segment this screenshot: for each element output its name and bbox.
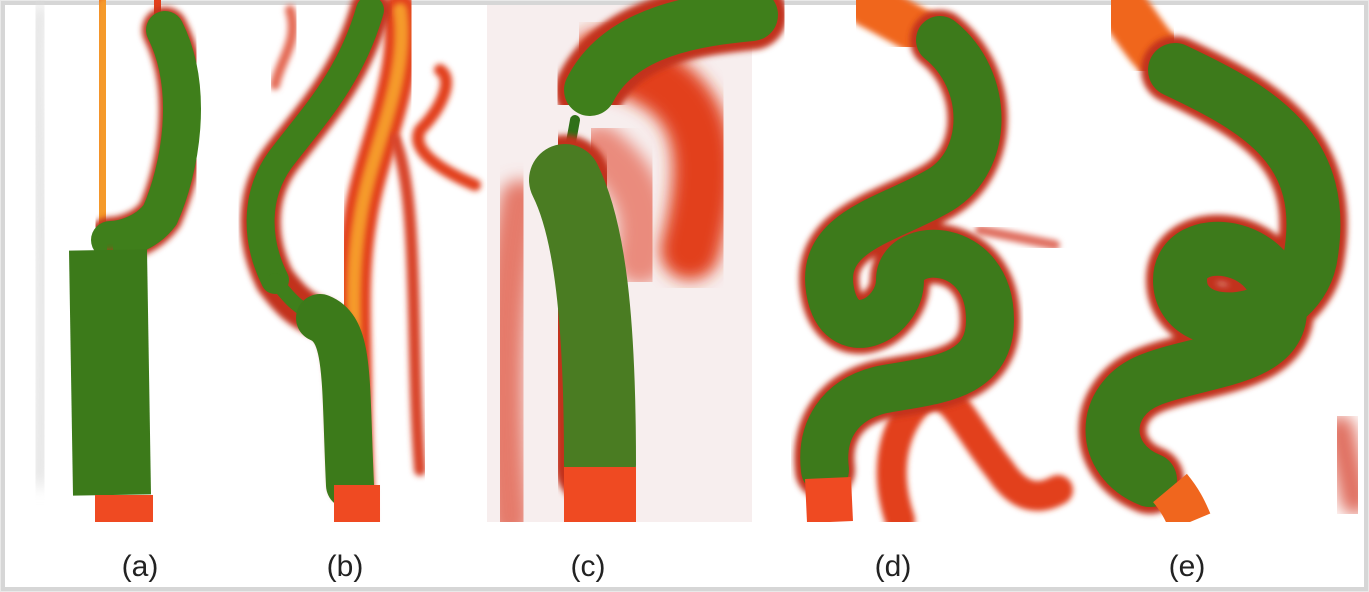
- panel-label: (c): [571, 550, 606, 583]
- panel-c-image: [487, 5, 752, 522]
- panel-label: (b): [327, 550, 364, 583]
- panel-label: (d): [875, 550, 912, 583]
- panel-label: (e): [1169, 550, 1206, 583]
- caption-band: [5, 522, 1364, 586]
- page: {"figure": {"panels": [ {"label": "(a)"}…: [0, 0, 1369, 592]
- figure: (a) (b) (c) (d) (e): [0, 0, 1369, 592]
- panel-label: (a): [122, 550, 159, 583]
